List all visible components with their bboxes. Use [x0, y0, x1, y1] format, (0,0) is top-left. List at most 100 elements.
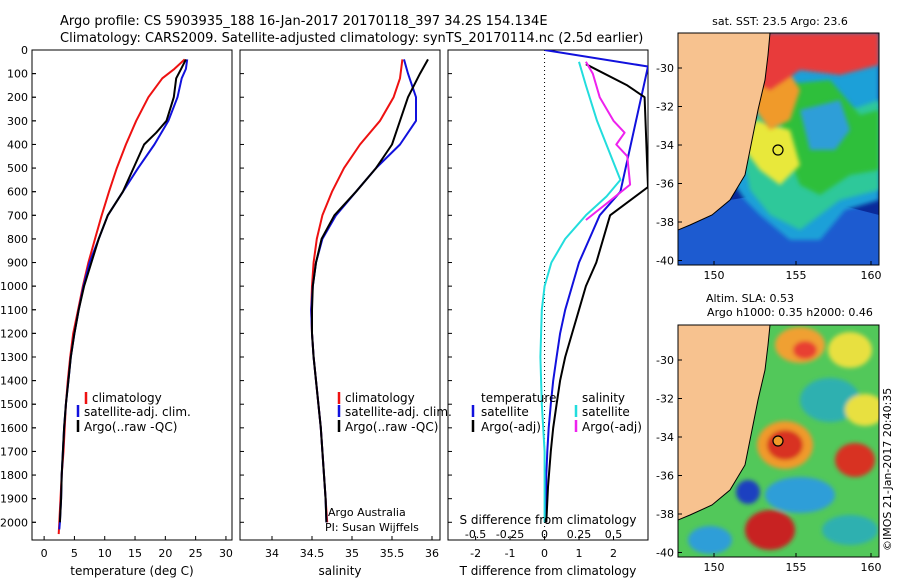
difference-xlabel-top: S difference from climatology — [460, 513, 637, 527]
x-tick-label: 36 — [425, 547, 439, 560]
x-tick-label: -2 — [470, 547, 481, 560]
y-tick-label: 400 — [7, 138, 28, 151]
s-tick-label: 0.5 — [605, 528, 623, 541]
y-tick-label: 1000 — [0, 280, 28, 293]
series-line-satelliteadjclim — [58, 59, 189, 530]
y-tick-label: 500 — [7, 162, 28, 175]
legend-label: satellite-adj. clim. — [84, 405, 191, 419]
legend-label: Argo(..raw -QC) — [345, 420, 438, 434]
x-tick-label: 20 — [158, 547, 172, 560]
y-tick-label: 1800 — [0, 469, 28, 482]
legend-label: satellite — [481, 405, 529, 419]
series-line-climatology — [310, 59, 404, 523]
series-group — [57, 58, 189, 535]
map-y-tick-label: -40 — [656, 255, 674, 268]
y-tick-label: 100 — [7, 68, 28, 81]
temperature-legend: climatology satellite-adj. clim. Argo(..… — [76, 391, 191, 434]
map-y-tick-label: -36 — [656, 178, 674, 191]
map-x-tick-label: 150 — [704, 269, 725, 282]
y-tick-label: 2000 — [0, 516, 28, 529]
y-tick-label: 800 — [7, 233, 28, 246]
y-tick-label: 0 — [21, 44, 28, 57]
difference-axes — [447, 49, 649, 541]
y-tick-label: 1700 — [0, 445, 28, 458]
map-x-tick-label: 155 — [786, 269, 807, 282]
map-y-tick-label: -36 — [656, 470, 674, 483]
legend-label: Argo(-adj) — [582, 420, 642, 434]
x-tick-label: 10 — [98, 547, 112, 560]
s-tick-label: 0.25 — [567, 528, 592, 541]
series-line-satellite — [544, 50, 648, 523]
x-tick-label: 34 — [265, 547, 279, 560]
y-tick-label: 1200 — [0, 327, 28, 340]
series-line-argoadj — [585, 61, 632, 221]
temperature-axes — [31, 49, 233, 541]
sst-map — [678, 33, 879, 265]
y-tick-label: 200 — [7, 91, 28, 104]
y-tick-label: 1600 — [0, 422, 28, 435]
salinity-annotation-line1: Argo Australia — [328, 506, 406, 519]
x-tick-label: 30 — [219, 547, 233, 560]
map-x-tick-label: 160 — [861, 269, 882, 282]
map-y-tick-label: -38 — [656, 508, 674, 521]
x-tick-label: 2 — [610, 547, 617, 560]
legend-label: Argo(-adj) — [481, 420, 541, 434]
legend-title-salinity: salinity — [582, 391, 625, 405]
y-tick-label: 900 — [7, 257, 28, 270]
map-y-tick-label: -30 — [656, 62, 674, 75]
legend-label: climatology — [345, 391, 415, 405]
map-y-tick-label: -30 — [656, 354, 674, 367]
map-x-tick-label: 155 — [786, 561, 807, 574]
map-y-tick-label: -40 — [656, 547, 674, 560]
legend-label: satellite-adj. clim. — [345, 405, 452, 419]
sst-map-title: sat. SST: 23.5 Argo: 23.6 — [712, 15, 848, 28]
difference-legend: temperature satellite Argo(-adj) salinit… — [471, 391, 642, 434]
x-tick-label: 1 — [576, 547, 583, 560]
y-tick-label: 1400 — [0, 375, 28, 388]
x-tick-label: 25 — [189, 547, 203, 560]
map-x-tick-label: 160 — [861, 561, 882, 574]
sla-map — [678, 325, 879, 557]
map-y-tick-label: -32 — [656, 393, 674, 406]
x-tick-label: 34.5 — [300, 547, 325, 560]
header-line1: Argo profile: CS 5903935_188 16-Jan-2017… — [60, 14, 548, 29]
legend-label: Argo(..raw -QC) — [84, 420, 177, 434]
series-line-argorawqc — [58, 58, 187, 523]
s-tick-label: 0 — [541, 528, 548, 541]
argo-location-marker — [772, 435, 784, 447]
timestamp-watermark: ©IMOS 21-Jan-2017 20:40:35 — [881, 388, 894, 551]
series-group — [310, 58, 429, 523]
salinity-xlabel: salinity — [318, 564, 361, 578]
map-x-tick-label: 150 — [704, 561, 725, 574]
temperature-xlabel: temperature (deg C) — [70, 564, 193, 578]
sla-map-title2: Argo h1000: 0.35 h2000: 0.46 — [707, 306, 873, 319]
y-tick-label: 1100 — [0, 304, 28, 317]
salinity-legend: climatology satellite-adj. clim. Argo(..… — [325, 391, 452, 534]
map-y-tick-label: -34 — [656, 431, 674, 444]
series-line-argoadj — [545, 63, 648, 523]
series-group — [539, 50, 648, 523]
s-tick-label: -0.25 — [496, 528, 524, 541]
legend-title-temperature: temperature — [481, 391, 556, 405]
x-tick-label: 35.5 — [380, 547, 405, 560]
y-tick-label: 700 — [7, 209, 28, 222]
s-tick-label: -0.5 — [465, 528, 486, 541]
header-line2: Climatology: CARS2009. Satellite-adjuste… — [60, 31, 643, 46]
y-tick-label: 1300 — [0, 351, 28, 364]
argo-location-marker — [772, 144, 784, 156]
difference-xlabel: T difference from climatology — [459, 564, 637, 578]
y-tick-label: 600 — [7, 186, 28, 199]
series-line-argorawqc — [311, 58, 429, 523]
series-line-satelliteadjclim — [310, 59, 417, 523]
x-tick-label: 0 — [41, 547, 48, 560]
sla-map-title1: Altim. SLA: 0.53 — [706, 292, 794, 305]
x-tick-label: -1 — [505, 547, 516, 560]
series-line-satellite — [539, 61, 622, 523]
x-tick-label: 0 — [541, 547, 548, 560]
series-line-climatology — [57, 58, 186, 535]
x-tick-label: 35 — [345, 547, 359, 560]
map-y-tick-label: -38 — [656, 216, 674, 229]
map-y-tick-label: -32 — [656, 101, 674, 114]
salinity-axes — [239, 49, 441, 541]
